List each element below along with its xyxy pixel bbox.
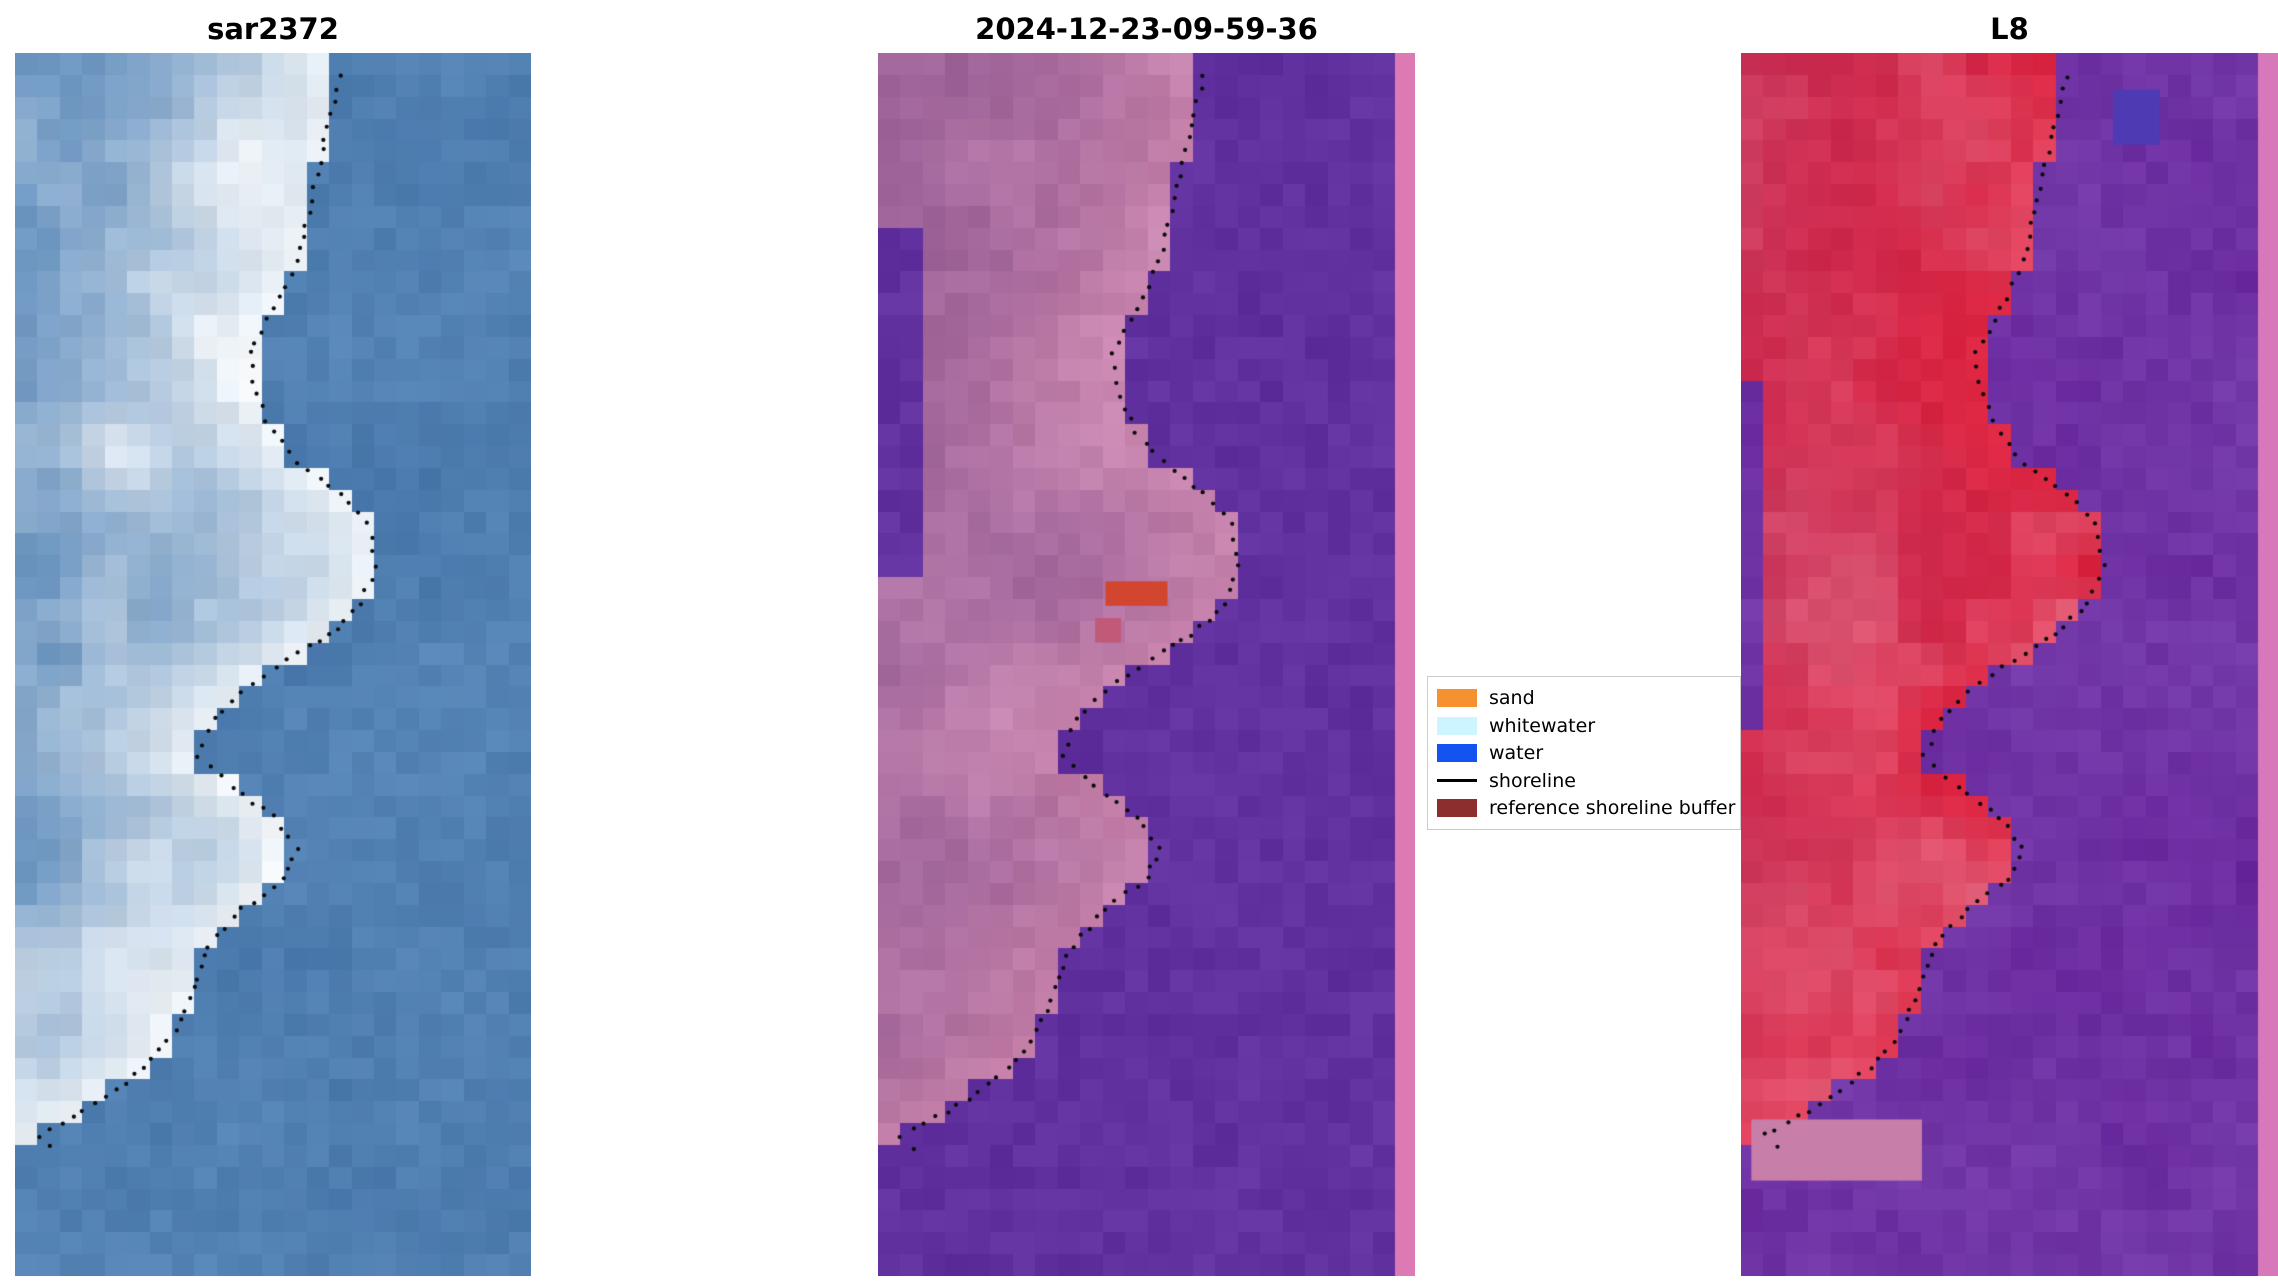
legend: sand whitewater water shoreline referenc… bbox=[1427, 676, 1741, 830]
panel-l8: L8 bbox=[1741, 8, 2278, 1276]
water-swatch-icon bbox=[1437, 744, 1477, 762]
legend-item-reference-buffer: reference shoreline buffer bbox=[1437, 795, 1740, 821]
legend-label-shoreline: shoreline bbox=[1489, 769, 1576, 792]
legend-label-water: water bbox=[1489, 742, 1544, 764]
classification-image-canvas bbox=[878, 53, 1415, 1276]
panel-title-date: 2024-12-23-09-59-36 bbox=[975, 12, 1318, 46]
legend-label-sand: sand bbox=[1489, 687, 1535, 709]
panel-title-l8: L8 bbox=[1990, 12, 2029, 46]
panel-classification: 2024-12-23-09-59-36 bbox=[878, 8, 1415, 1276]
reference-buffer-swatch-icon bbox=[1437, 799, 1477, 817]
sar-image-canvas bbox=[15, 53, 531, 1276]
panel-sar2372: sar2372 bbox=[15, 8, 531, 1276]
legend-label-whitewater: whitewater bbox=[1489, 714, 1596, 737]
shoreline-line-icon bbox=[1437, 779, 1477, 782]
legend-item-shoreline: shoreline bbox=[1437, 768, 1740, 794]
legend-item-whitewater: whitewater bbox=[1437, 713, 1740, 739]
legend-label-reference-buffer: reference shoreline buffer bbox=[1489, 797, 1736, 819]
sand-swatch-icon bbox=[1437, 689, 1477, 707]
panel-title-sar2372: sar2372 bbox=[207, 12, 339, 46]
legend-item-water: water bbox=[1437, 740, 1740, 766]
legend-item-sand: sand bbox=[1437, 685, 1740, 711]
l8-image-canvas bbox=[1741, 53, 2278, 1276]
whitewater-swatch-icon bbox=[1437, 716, 1477, 735]
